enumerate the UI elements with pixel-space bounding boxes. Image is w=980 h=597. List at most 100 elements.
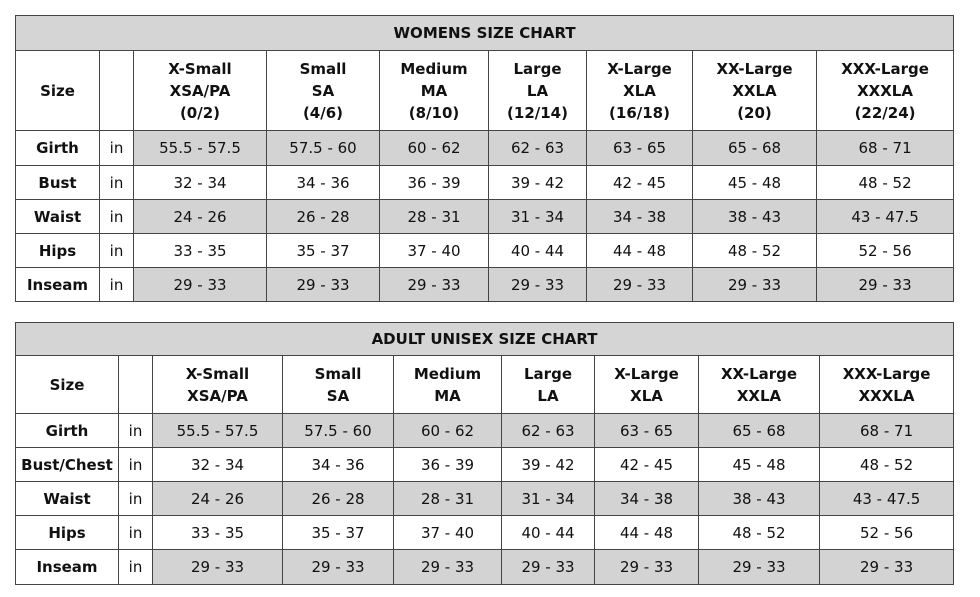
measure-label: Inseam: [15, 267, 100, 302]
measure-value: 32 - 34: [152, 447, 283, 482]
size-header: X-Small XSA/PA (0/2): [133, 50, 267, 131]
measure-label: Girth: [15, 130, 100, 166]
measure-value: 29 - 33: [266, 267, 380, 302]
measure-label: Inseam: [15, 549, 119, 585]
measure-value: 29 - 33: [586, 267, 693, 302]
unit: in: [99, 130, 134, 166]
header-line: XXX-Large: [841, 59, 929, 78]
unit: in: [118, 447, 153, 482]
header-line: XSA/PA: [187, 386, 248, 405]
measure-label: Waist: [15, 481, 119, 516]
title-row: ADULT UNISEX SIZE CHART: [14, 322, 955, 356]
measure-value: 38 - 43: [692, 199, 817, 234]
header-line: MA: [420, 81, 448, 100]
header-row: Size X-Small XSA/PA (0/2) Small SA (4/6) Medium…: [15, 50, 955, 131]
measure-value: 29 - 33: [692, 267, 817, 302]
measure-value: 43 - 47.5: [818, 481, 955, 516]
measure-value: 57.5 - 60: [282, 413, 394, 448]
header-line: XXLA: [736, 386, 782, 405]
measure-row: Girth in 55.5 - 57.5 57.5 - 60 60 - 62 62 - 6…: [15, 413, 955, 448]
measure-value: 52 - 56: [818, 515, 955, 550]
measure-value: 24 - 26: [152, 481, 283, 516]
measure-row: Girth in 55.5 - 57.5 57.5 - 60 60 - 62 62 - 6…: [15, 130, 955, 166]
unit: in: [118, 413, 153, 448]
measure-value: 26 - 28: [282, 481, 394, 516]
measure-value: 48 - 52: [815, 165, 955, 200]
measure-value: 55.5 - 57.5: [152, 413, 283, 448]
measure-value: 42 - 45: [586, 165, 693, 200]
measure-value: 44 - 48: [586, 233, 693, 268]
measure-value: 65 - 68: [692, 130, 817, 166]
measure-value: 63 - 65: [594, 413, 699, 448]
unit: in: [99, 233, 134, 268]
header-line: (12/14): [507, 103, 568, 122]
measure-label: Bust: [15, 165, 100, 200]
measure-value: 29 - 33: [379, 267, 489, 302]
measure-value: 28 - 31: [379, 199, 489, 234]
size-header: XX-Large XXLA: [698, 355, 820, 414]
header-line: XXXLA: [857, 81, 913, 100]
measure-value: 57.5 - 60: [266, 130, 380, 166]
header-line: XXLA: [732, 81, 777, 100]
measure-value: 32 - 34: [133, 165, 267, 200]
size-header: X-Small XSA/PA: [152, 355, 283, 414]
header-line: XSA/PA: [169, 81, 231, 100]
measure-value: 52 - 56: [815, 233, 955, 268]
measure-value: 43 - 47.5: [815, 199, 955, 234]
header-line: (22/24): [854, 103, 916, 122]
header-line: XX-Large: [716, 59, 793, 78]
measure-value: 31 - 34: [488, 199, 587, 234]
size-header: Medium MA: [393, 355, 502, 414]
measure-value: 38 - 43: [698, 481, 820, 516]
size-header: X-Large XLA (16/18): [586, 50, 693, 131]
unit: in: [118, 481, 153, 516]
header-line: X-Small: [168, 59, 232, 78]
size-header: Small SA (4/6): [266, 50, 380, 131]
measure-value: 26 - 28: [266, 199, 380, 234]
measure-value: 35 - 37: [266, 233, 380, 268]
measure-value: 34 - 36: [266, 165, 380, 200]
header-line: XXXLA: [858, 386, 915, 405]
measure-label: Hips: [15, 515, 119, 550]
measure-label: Hips: [15, 233, 100, 268]
measure-value: 29 - 33: [818, 549, 955, 585]
measure-value: 35 - 37: [282, 515, 394, 550]
unit: in: [99, 165, 134, 200]
header-line: XLA: [623, 81, 656, 100]
size-header: XXX-Large XXXLA: [818, 355, 955, 414]
measure-value: 29 - 33: [393, 549, 502, 585]
size-header: Small SA: [282, 355, 394, 414]
header-line: Medium: [400, 59, 468, 78]
measure-value: 48 - 52: [698, 515, 820, 550]
measure-value: 65 - 68: [698, 413, 820, 448]
measure-value: 29 - 33: [594, 549, 699, 585]
table-title: ADULT UNISEX SIZE CHART: [14, 322, 955, 356]
unit: in: [118, 549, 153, 585]
header-line: Large: [513, 59, 562, 78]
measure-row: Waist in 24 - 26 26 - 28 28 - 31 31 - 34 34 - …: [15, 199, 955, 234]
measure-value: 34 - 38: [586, 199, 693, 234]
measure-value: 45 - 48: [698, 447, 820, 482]
header-line: SA: [311, 81, 335, 100]
measure-value: 39 - 42: [501, 447, 595, 482]
measure-value: 29 - 33: [488, 267, 587, 302]
measure-value: 42 - 45: [594, 447, 699, 482]
unit-header: [99, 50, 134, 131]
size-label: Size: [15, 355, 119, 414]
unit: in: [99, 199, 134, 234]
measure-value: 29 - 33: [152, 549, 283, 585]
measure-label: Bust/Chest: [15, 447, 119, 482]
measure-value: 60 - 62: [379, 130, 489, 166]
measure-value: 28 - 31: [393, 481, 502, 516]
measure-value: 63 - 65: [586, 130, 693, 166]
header-line: Small: [299, 59, 347, 78]
measure-row: Inseam in 29 - 33 29 - 33 29 - 33 29 - 33 29 -…: [15, 267, 955, 302]
measure-value: 68 - 71: [815, 130, 955, 166]
header-line: X-Small: [185, 364, 250, 383]
unit: in: [118, 515, 153, 550]
measure-value: 24 - 26: [133, 199, 267, 234]
header-line: XXX-Large: [842, 364, 931, 383]
measure-value: 44 - 48: [594, 515, 699, 550]
measure-value: 33 - 35: [152, 515, 283, 550]
